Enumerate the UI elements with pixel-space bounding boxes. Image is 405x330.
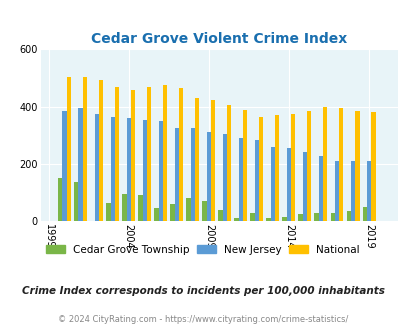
Bar <box>298 214 302 221</box>
Bar <box>110 117 115 221</box>
Bar <box>147 87 151 221</box>
Bar <box>238 138 243 221</box>
Bar <box>202 201 206 221</box>
Bar <box>179 88 183 221</box>
Bar <box>286 148 290 221</box>
Bar <box>115 87 119 221</box>
Bar <box>170 204 174 221</box>
Bar <box>318 156 322 221</box>
Text: Crime Index corresponds to incidents per 100,000 inhabitants: Crime Index corresponds to incidents per… <box>21 286 384 296</box>
Bar <box>62 111 67 221</box>
Bar <box>302 152 306 221</box>
Bar <box>83 77 87 221</box>
Bar <box>138 195 142 221</box>
Bar <box>122 194 126 221</box>
Bar <box>126 118 130 221</box>
Bar <box>74 182 78 221</box>
Bar <box>258 117 263 221</box>
Bar <box>94 114 98 221</box>
Bar <box>254 140 258 221</box>
Bar <box>346 211 350 221</box>
Bar <box>222 134 226 221</box>
Bar <box>270 147 275 221</box>
Bar <box>362 207 366 221</box>
Bar <box>338 108 343 221</box>
Legend: Cedar Grove Township, New Jersey, National: Cedar Grove Township, New Jersey, Nation… <box>42 241 363 259</box>
Bar <box>67 77 71 221</box>
Bar <box>174 128 179 221</box>
Bar <box>350 161 354 221</box>
Bar <box>314 213 318 221</box>
Bar <box>154 208 158 221</box>
Bar <box>98 80 103 221</box>
Bar <box>370 113 375 221</box>
Bar <box>58 178 62 221</box>
Bar <box>354 111 358 221</box>
Bar <box>130 89 135 221</box>
Bar <box>282 217 286 221</box>
Bar <box>366 161 370 221</box>
Title: Cedar Grove Violent Crime Index: Cedar Grove Violent Crime Index <box>91 32 347 46</box>
Bar <box>243 110 247 221</box>
Bar <box>275 115 279 221</box>
Bar <box>162 85 167 221</box>
Bar <box>306 111 311 221</box>
Bar <box>158 121 162 221</box>
Bar <box>106 203 110 221</box>
Bar <box>194 98 199 221</box>
Bar <box>218 210 222 221</box>
Bar <box>211 100 215 221</box>
Bar <box>190 128 194 221</box>
Bar <box>78 108 83 221</box>
Bar <box>330 213 334 221</box>
Bar <box>234 218 238 221</box>
Bar <box>334 161 338 221</box>
Bar <box>322 107 327 221</box>
Text: © 2024 CityRating.com - https://www.cityrating.com/crime-statistics/: © 2024 CityRating.com - https://www.city… <box>58 315 347 324</box>
Bar <box>186 198 190 221</box>
Bar <box>250 213 254 221</box>
Bar <box>226 105 231 221</box>
Bar <box>266 218 270 221</box>
Bar <box>290 114 295 221</box>
Bar <box>206 132 211 221</box>
Bar <box>142 119 147 221</box>
